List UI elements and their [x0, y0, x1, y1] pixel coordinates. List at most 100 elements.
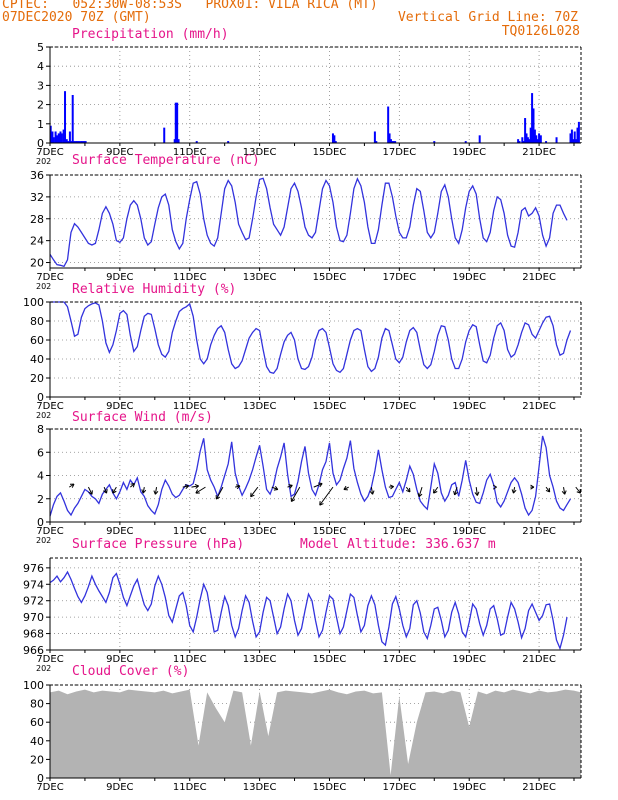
rh-xtick-label: 21DEC — [522, 401, 556, 412]
precip-xtick-label: 21DEC — [522, 147, 556, 158]
cloud-ytick-label: 60 — [30, 716, 44, 729]
precip-bar — [577, 121, 580, 143]
wind-ytick-label: 8 — [37, 423, 44, 436]
precip-bar — [163, 127, 166, 143]
precip-xtick-label: 7DEC — [36, 147, 63, 158]
precip-bar — [174, 102, 177, 143]
wind-arrow-head — [194, 483, 200, 489]
precip-bar — [387, 106, 390, 143]
pressure-ytick-label: 976 — [23, 562, 44, 575]
wind-arrow-head — [141, 489, 147, 494]
temp-ytick-label: 32 — [30, 191, 44, 204]
pressure-xtick-label: 7DEC — [36, 654, 63, 665]
wind-ytick-label: 0 — [37, 516, 44, 529]
precip-bar — [76, 141, 79, 143]
pressure-xtick-label: 19DEC — [452, 654, 486, 665]
cloud-xtick-label: 17DEC — [382, 782, 416, 793]
wind-arrow — [319, 486, 334, 506]
wind-arrow-head — [290, 497, 296, 502]
wind-arrow — [512, 487, 516, 494]
precip-bar — [555, 137, 558, 143]
precip-bar — [524, 118, 527, 143]
wind-arrow-head — [184, 484, 190, 489]
header-grid-line: Vertical Grid Line: 70Z — [397, 10, 578, 25]
cloud-xtick-label: 15DEC — [313, 782, 347, 793]
wind-xtick-label: 21DEC — [522, 526, 556, 537]
precip-xtick-label: 13DEC — [243, 147, 277, 158]
wind-arrow — [545, 486, 551, 493]
precip-bar — [394, 141, 397, 143]
wind-title: Surface Wind (m/s) — [72, 410, 213, 425]
wind-arrow — [142, 487, 145, 494]
precip-bar — [392, 141, 395, 143]
pressure-altitude: Model Altitude: 336.637 m — [300, 537, 496, 552]
precip-bar — [75, 141, 78, 143]
wind-arrow-head — [561, 490, 567, 495]
pressure-year-fragment: 202 — [36, 664, 51, 673]
rh-xtick-label: 19DEC — [452, 401, 486, 412]
precip-bar — [54, 131, 57, 143]
precip-bar — [535, 135, 538, 143]
wind-arrow-head — [195, 489, 200, 494]
wind-arrow — [250, 486, 259, 498]
precip-bar — [464, 141, 467, 143]
wind-xtick-label: 13DEC — [243, 526, 277, 537]
rh-ytick-label: 60 — [30, 334, 44, 347]
wind-arrow-head — [492, 484, 497, 490]
temp-ytick-label: 36 — [30, 169, 44, 182]
precip-ytick-label: 3 — [37, 79, 44, 92]
temp-ytick-label: 28 — [30, 213, 44, 226]
precip-bar — [517, 139, 520, 143]
precip-bar — [331, 133, 334, 143]
pressure-panel: 966 968 970 972 974 976 7DEC 9DEC 11DEC 13DEC 15DE… — [23, 557, 582, 673]
precip-bar — [73, 141, 76, 143]
precip-bar — [173, 139, 176, 143]
wind-arrow-head — [130, 483, 136, 488]
wind-arrow-head — [433, 489, 438, 494]
temp-xtick-label: 11DEC — [173, 272, 207, 283]
pressure-ytick-label: 972 — [23, 595, 44, 608]
precip-bar — [62, 129, 65, 143]
temp-xtick-label: 7DEC — [36, 272, 63, 283]
precip-bar — [52, 137, 55, 143]
wind-xtick-label: 11DEC — [173, 526, 207, 537]
cloud-ytick-label: 80 — [30, 698, 44, 711]
wind-arrow — [112, 486, 117, 494]
precip-bar — [78, 141, 81, 143]
cloud-ytick-label: 0 — [37, 772, 44, 785]
rh-xtick-label: 15DEC — [313, 401, 347, 412]
wind-arrow-head — [530, 484, 535, 490]
precip-bar — [375, 141, 378, 143]
wind-arrow — [405, 486, 411, 493]
wind-arrow-head — [389, 484, 394, 490]
precip-bar — [572, 139, 575, 143]
pressure-xtick-label: 21DEC — [522, 654, 556, 665]
pressure-xtick-label: 9DEC — [106, 654, 133, 665]
pressure-title: Surface Pressure (hPa) — [72, 537, 245, 552]
wind-arrow-head — [319, 501, 324, 506]
rh-title: Relative Humidity (%) — [72, 282, 237, 297]
rh-year-fragment: 202 — [36, 411, 51, 420]
wind-xtick-label: 19DEC — [452, 526, 486, 537]
wind-arrow-head — [250, 492, 255, 498]
wind-arrow-head — [273, 486, 279, 491]
pressure-ytick-label: 968 — [23, 628, 44, 641]
precip-bar — [64, 91, 67, 143]
precip-bar — [195, 141, 198, 143]
precip-bar — [334, 141, 337, 143]
precip-ytick-label: 0 — [37, 137, 44, 150]
wind-arrow-head — [511, 489, 517, 494]
wind-arrow-head — [318, 482, 323, 488]
precip-bar — [65, 139, 68, 143]
precip-title: Precipitation (mm/h) — [72, 27, 229, 42]
precip-ytick-label: 4 — [37, 60, 44, 73]
wind-arrow-head — [288, 484, 293, 489]
precip-bar — [575, 139, 578, 143]
header-date: 07DEC2020 70Z (GMT) — [2, 10, 151, 25]
wind-arrow-head — [112, 489, 117, 494]
pressure-xtick-label: 17DEC — [382, 654, 416, 665]
precip-bar — [83, 141, 86, 143]
precip-bar — [51, 131, 54, 143]
precip-bar — [59, 131, 62, 143]
wind-arrow-head — [70, 483, 75, 488]
